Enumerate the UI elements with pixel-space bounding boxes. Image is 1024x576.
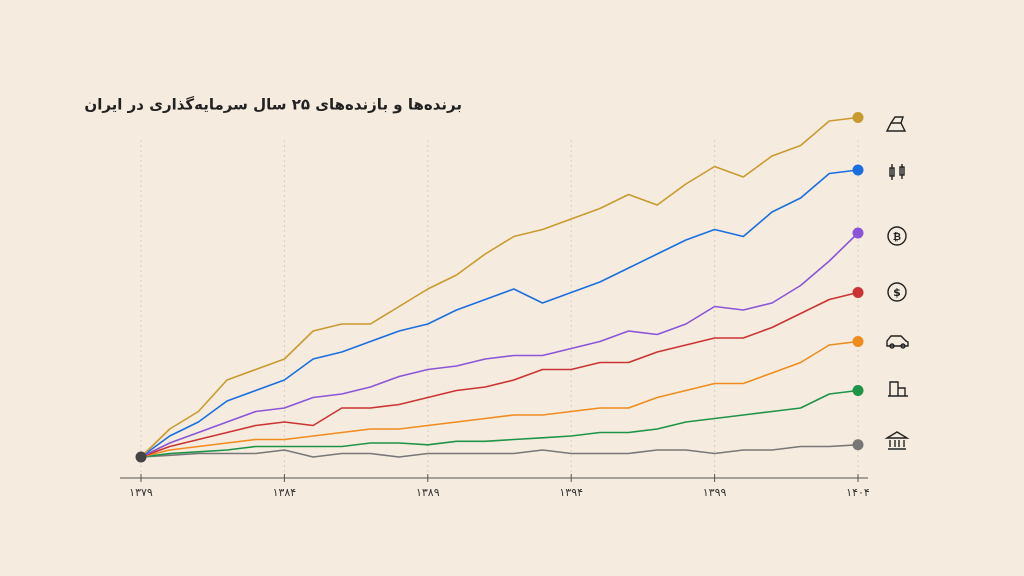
x-tick-label: ۱۳۸۴ — [273, 486, 297, 499]
x-tick-label: ۱۳۸۹ — [416, 486, 440, 499]
chart-title: برنده‌ها و بازنده‌های ۲۵ سال سرمایه‌گذار… — [84, 96, 462, 114]
building-icon — [888, 381, 908, 397]
crypto-icon: ₿ — [887, 226, 907, 246]
x-tick-label: ۱۳۹۹ — [703, 486, 727, 499]
series-line — [140, 116, 859, 458]
end-dot — [852, 336, 864, 347]
dollar-icon: $ — [887, 282, 907, 302]
end-dot — [852, 439, 864, 451]
series-line — [140, 444, 859, 458]
end-dot — [852, 164, 864, 176]
end-dot — [852, 112, 864, 123]
gold-icon — [885, 116, 907, 132]
car-icon — [886, 335, 909, 349]
series-line — [140, 232, 859, 458]
series-line — [140, 340, 859, 458]
x-tick-label: ۱۴۰۴ — [846, 486, 870, 499]
svg-text:$: $ — [893, 286, 901, 299]
end-dot — [852, 385, 864, 396]
series-line — [140, 169, 859, 458]
legend-icons: ₿ $ — [884, 116, 910, 450]
series-line — [140, 389, 859, 458]
start-dot — [135, 451, 147, 463]
svg-text:₿: ₿ — [893, 231, 901, 243]
end-dot — [852, 287, 864, 298]
stock-icon — [889, 164, 905, 180]
bank-icon — [884, 431, 910, 450]
x-tick-label: ۱۳۷۹ — [129, 486, 153, 499]
x-tick-label: ۱۳۹۴ — [559, 486, 583, 499]
end-dot — [852, 227, 864, 239]
series-line — [140, 291, 859, 458]
